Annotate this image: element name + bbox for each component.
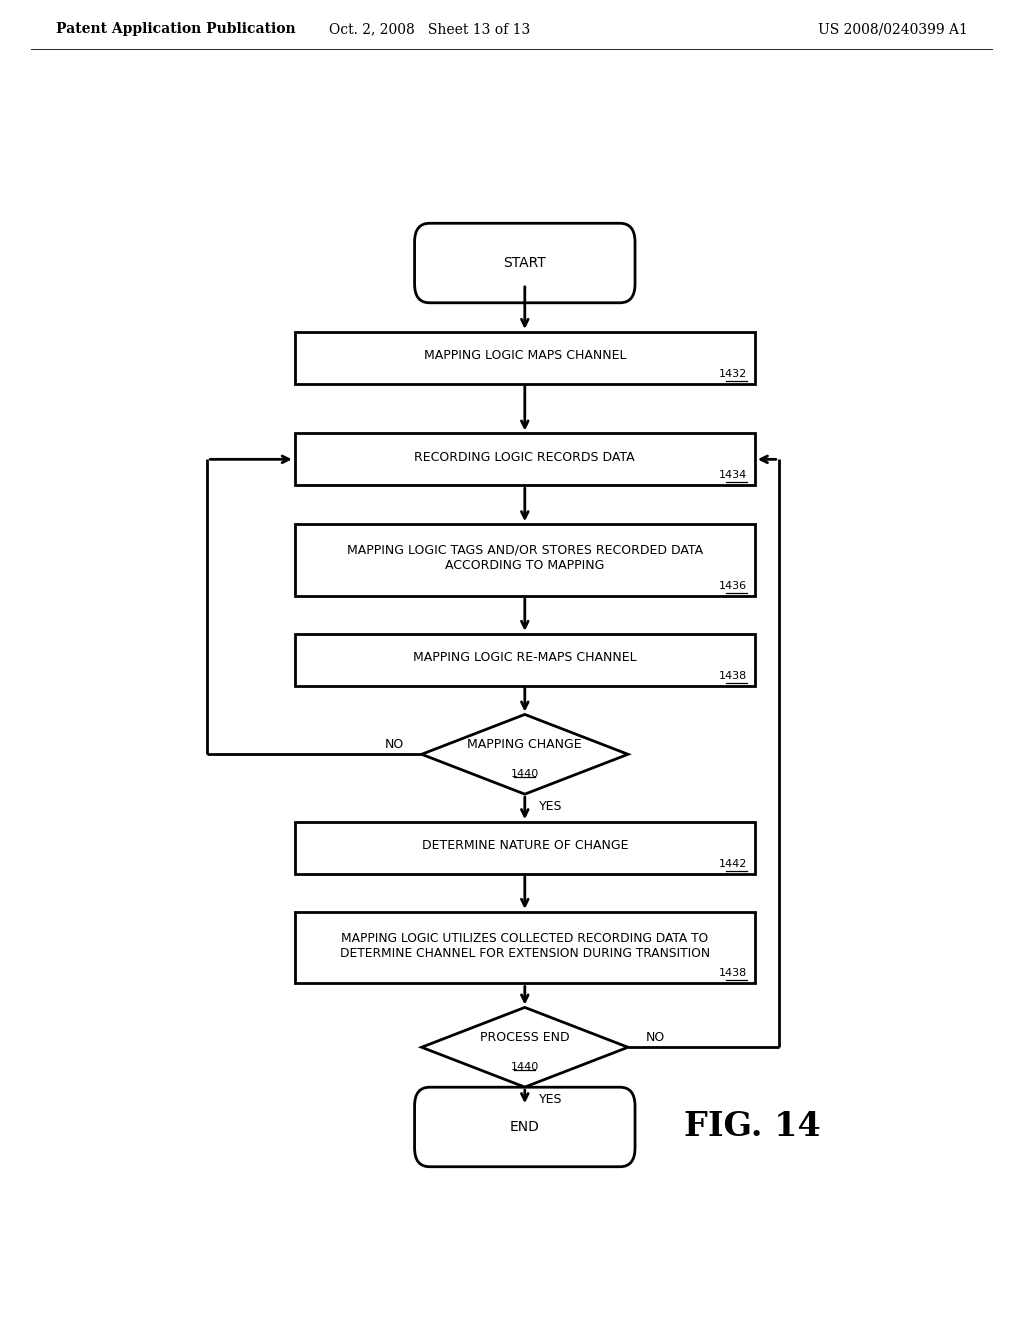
Bar [295,331,755,384]
Text: YES: YES [539,1093,562,1106]
Text: MAPPING LOGIC UTILIZES COLLECTED RECORDING DATA TO
DETERMINE CHANNEL FOR EXTENSI: MAPPING LOGIC UTILIZES COLLECTED RECORDI… [340,932,710,960]
Bar [295,524,755,595]
Bar [295,634,755,685]
Text: Patent Application Publication: Patent Application Publication [56,22,296,36]
Text: Oct. 2, 2008   Sheet 13 of 13: Oct. 2, 2008 Sheet 13 of 13 [330,22,530,36]
Text: 1440: 1440 [511,768,539,779]
Bar [295,433,755,486]
Bar [295,912,755,983]
Text: END: END [510,1119,540,1134]
Text: US 2008/0240399 A1: US 2008/0240399 A1 [818,22,968,36]
Polygon shape [422,714,628,795]
Text: 1438: 1438 [719,671,748,681]
Text: MAPPING LOGIC MAPS CHANNEL: MAPPING LOGIC MAPS CHANNEL [424,350,626,362]
Text: 1436: 1436 [719,581,748,591]
Text: YES: YES [539,800,562,813]
Text: 1440: 1440 [511,1061,539,1072]
Text: MAPPING LOGIC RE-MAPS CHANNEL: MAPPING LOGIC RE-MAPS CHANNEL [413,651,637,664]
Text: MAPPING LOGIC TAGS AND/OR STORES RECORDED DATA
ACCORDING TO MAPPING: MAPPING LOGIC TAGS AND/OR STORES RECORDE… [347,544,702,572]
Text: 1434: 1434 [719,470,748,480]
FancyBboxPatch shape [415,223,635,302]
FancyBboxPatch shape [415,1088,635,1167]
Text: MAPPING CHANGE: MAPPING CHANGE [468,738,582,751]
Text: 1432: 1432 [719,368,748,379]
Text: NO: NO [385,738,404,751]
Bar [295,822,755,874]
Text: RECORDING LOGIC RECORDS DATA: RECORDING LOGIC RECORDS DATA [415,451,635,463]
Text: 1442: 1442 [719,859,748,869]
Polygon shape [422,1007,628,1088]
Text: DETERMINE NATURE OF CHANGE: DETERMINE NATURE OF CHANGE [422,840,628,853]
Text: PROCESS END: PROCESS END [480,1031,569,1044]
Text: FIG. 14: FIG. 14 [684,1110,820,1143]
Text: NO: NO [645,1031,665,1044]
Text: START: START [504,256,546,271]
Text: 1438: 1438 [719,969,748,978]
